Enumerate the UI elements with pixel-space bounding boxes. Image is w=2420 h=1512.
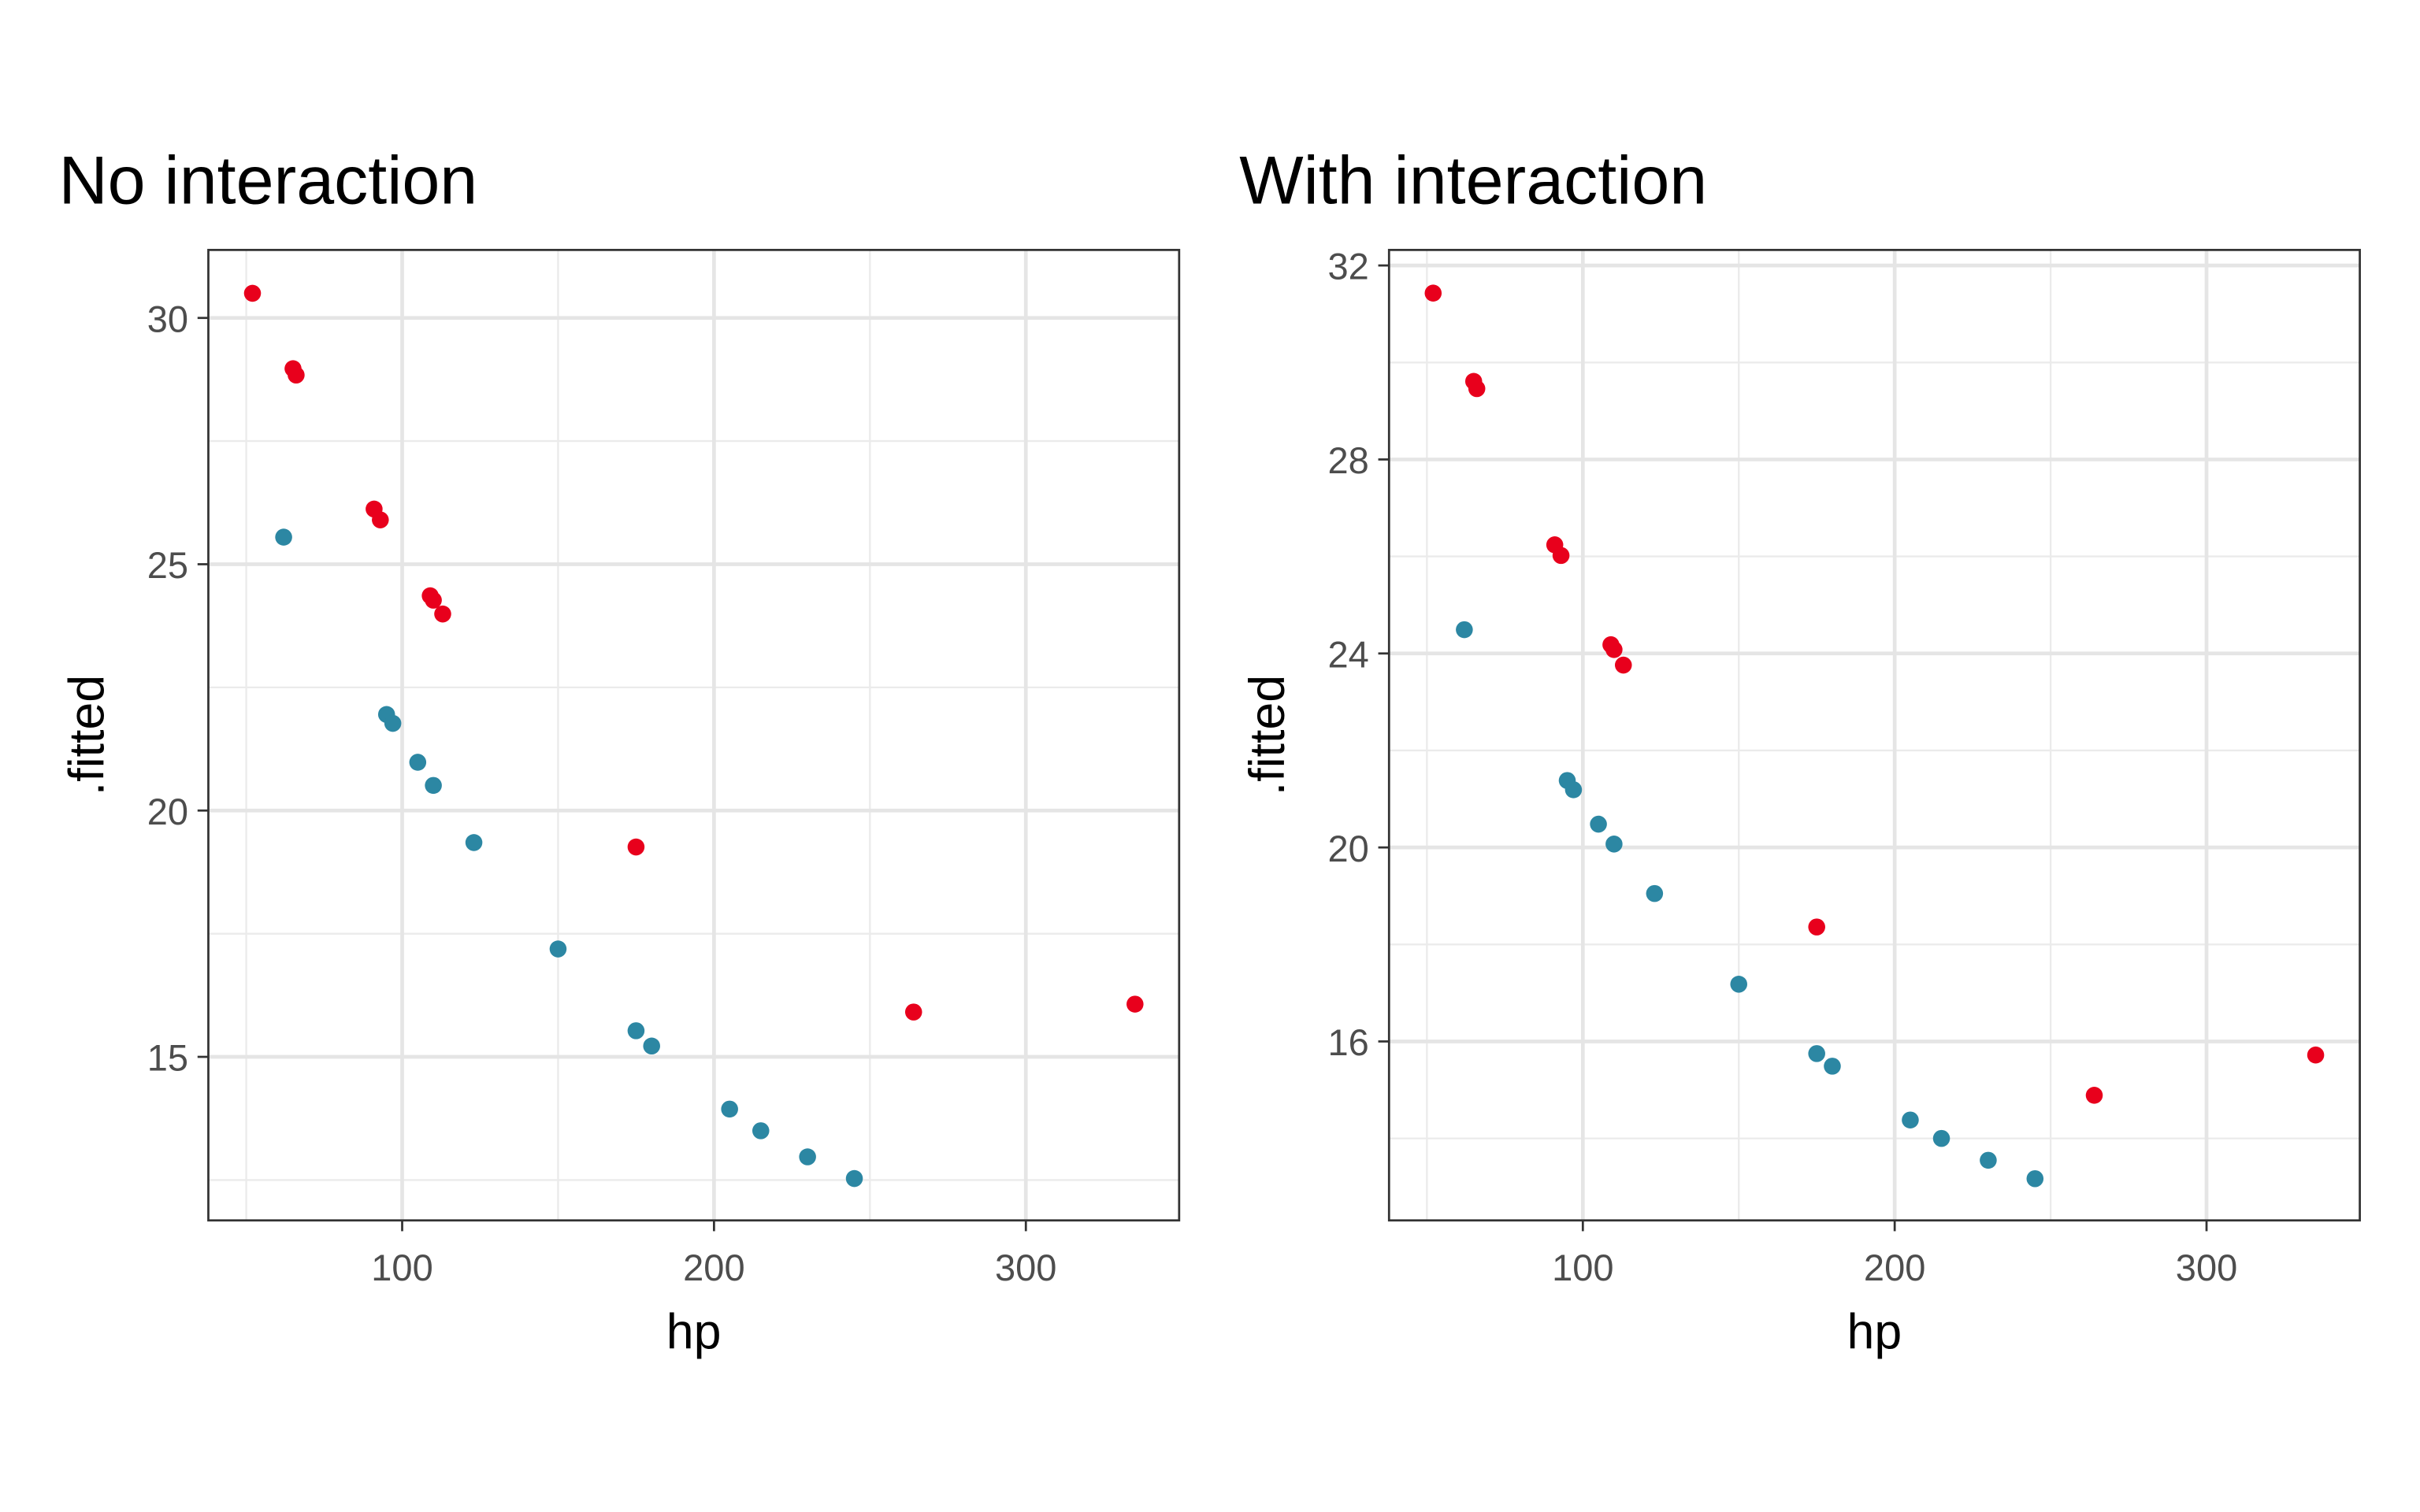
x-tick-label: 300 bbox=[2176, 1247, 2237, 1288]
y-tick-label: 24 bbox=[1327, 633, 1368, 675]
plot-border bbox=[1387, 249, 2361, 1222]
point bbox=[721, 1100, 738, 1118]
point bbox=[752, 1122, 770, 1140]
point bbox=[643, 1037, 660, 1055]
point bbox=[243, 284, 262, 302]
panel: No interaction 100 200 300 15 20 25 30 hp .fitted bbox=[58, 143, 1181, 1359]
point bbox=[627, 1022, 645, 1040]
point bbox=[409, 754, 427, 771]
y-tick-label: 16 bbox=[1327, 1021, 1368, 1063]
point bbox=[1980, 1151, 1997, 1169]
point bbox=[627, 838, 645, 856]
y-tick-label: 20 bbox=[1327, 828, 1368, 869]
point bbox=[1424, 284, 1442, 302]
x-axis-label: hp bbox=[1847, 1304, 1902, 1359]
point bbox=[1646, 884, 1664, 902]
point bbox=[1902, 1111, 1919, 1129]
point bbox=[845, 1169, 863, 1188]
plot-background bbox=[208, 250, 1179, 1221]
point bbox=[1564, 781, 1583, 799]
y-tick-label: 28 bbox=[1327, 439, 1368, 481]
chart-title: With interaction bbox=[1239, 143, 1707, 219]
plot-border bbox=[207, 249, 1181, 1222]
point bbox=[1590, 815, 1607, 833]
y-tick-label: 25 bbox=[147, 544, 188, 586]
point bbox=[1605, 641, 1623, 658]
point bbox=[1605, 836, 1623, 853]
x-tick-label: 300 bbox=[995, 1247, 1056, 1288]
point bbox=[1468, 380, 1486, 398]
plot-background bbox=[1389, 250, 2360, 1221]
point bbox=[1824, 1058, 1841, 1075]
point bbox=[2026, 1169, 2044, 1188]
point bbox=[425, 591, 442, 609]
point bbox=[1730, 976, 1748, 993]
panel: With interaction 100 200 300 16 20 24 28 32 hp .fi… bbox=[1239, 143, 2361, 1359]
point bbox=[2307, 1046, 2325, 1064]
point bbox=[1808, 918, 1825, 936]
y-tick-label: 30 bbox=[147, 298, 188, 339]
point bbox=[1932, 1129, 1950, 1147]
x-tick-label: 100 bbox=[1552, 1247, 1613, 1288]
point bbox=[275, 528, 292, 546]
point bbox=[1808, 1045, 1825, 1062]
point bbox=[549, 940, 567, 958]
y-tick-label: 32 bbox=[1327, 246, 1368, 287]
y-tick-label: 20 bbox=[147, 791, 188, 832]
point bbox=[1552, 547, 1570, 565]
x-axis-label: hp bbox=[666, 1304, 722, 1359]
y-axis-label: .fitted bbox=[59, 675, 114, 795]
point bbox=[434, 605, 451, 623]
point bbox=[288, 366, 305, 384]
point bbox=[799, 1148, 816, 1166]
point bbox=[1614, 656, 1632, 674]
point bbox=[425, 776, 442, 795]
x-tick-label: 200 bbox=[683, 1247, 744, 1288]
point bbox=[1456, 621, 1473, 639]
y-axis-label: .fitted bbox=[1240, 675, 1295, 795]
point bbox=[384, 714, 402, 732]
x-tick-label: 100 bbox=[371, 1247, 432, 1288]
point bbox=[465, 834, 483, 851]
point bbox=[2085, 1087, 2103, 1104]
y-tick-label: 15 bbox=[147, 1037, 188, 1079]
point bbox=[904, 1003, 922, 1021]
point bbox=[372, 511, 389, 528]
x-tick-label: 200 bbox=[1864, 1247, 1925, 1288]
chart-title: No interaction bbox=[58, 143, 477, 219]
point bbox=[1126, 995, 1144, 1013]
